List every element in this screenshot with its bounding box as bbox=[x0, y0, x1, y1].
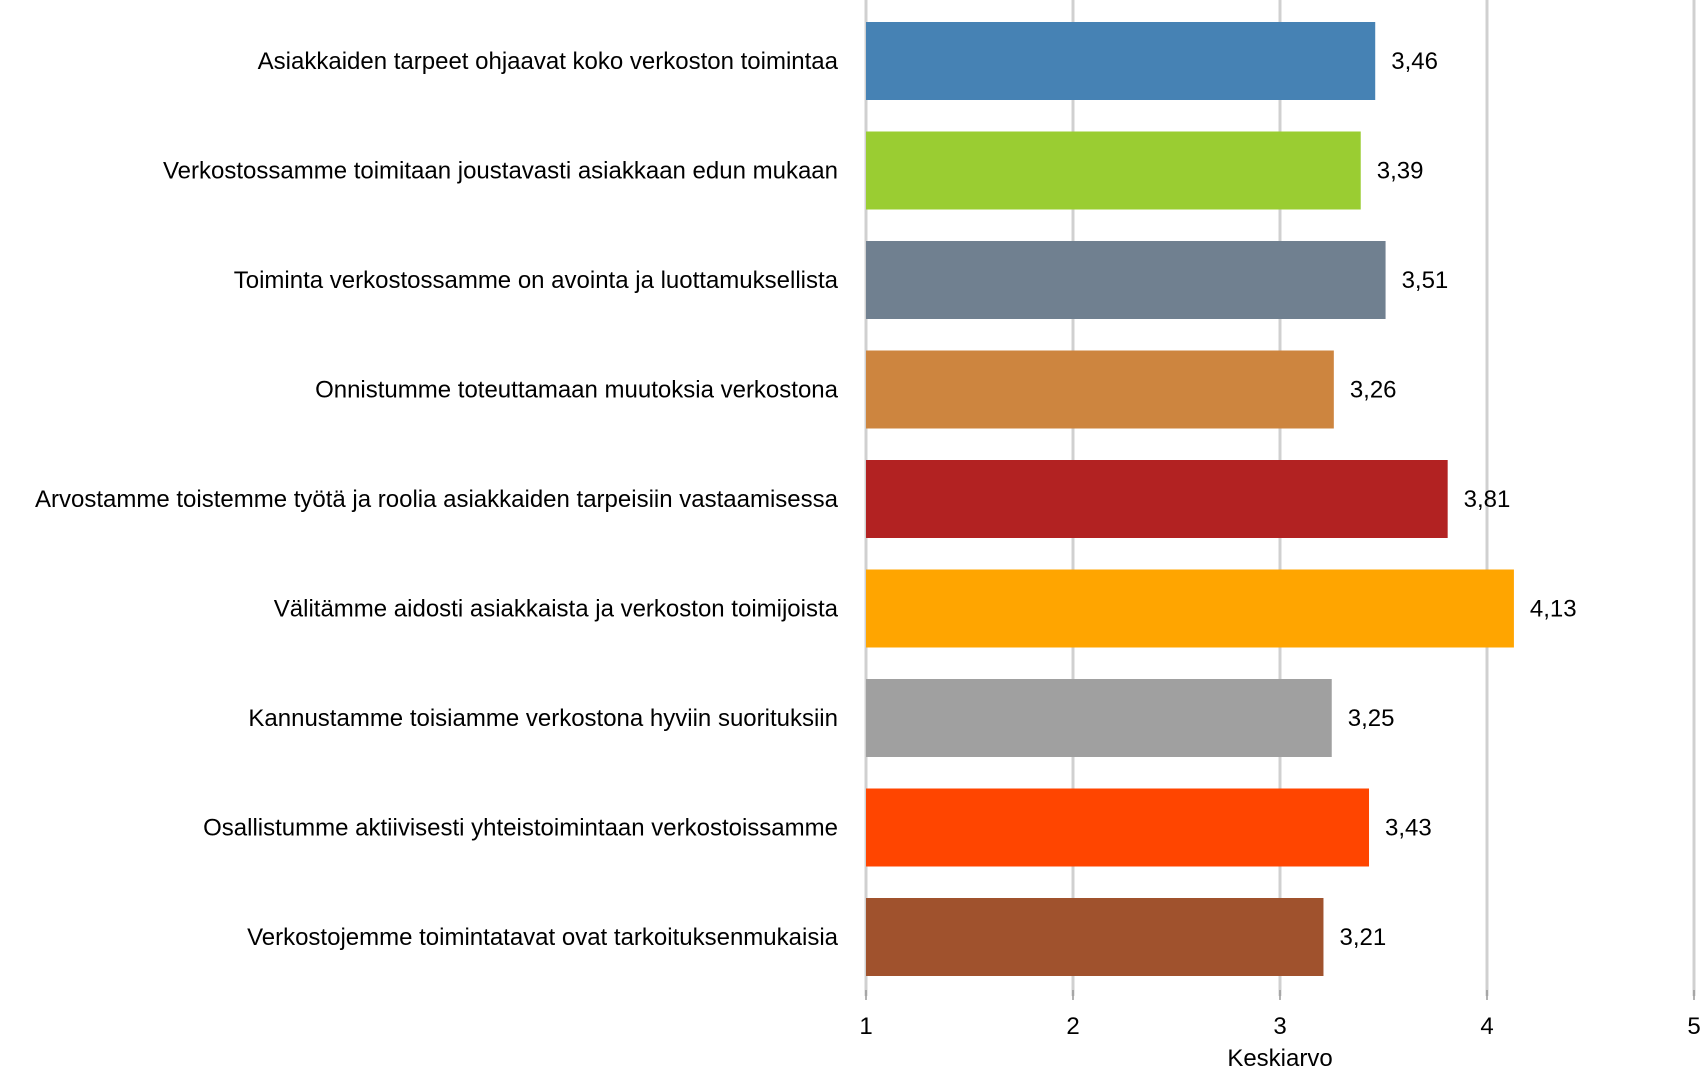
data-label: 4,13 bbox=[1530, 596, 1577, 623]
category-label: Onnistumme toteuttamaan muutoksia verkos… bbox=[315, 377, 839, 404]
category-label: Kannustamme toisiamme verkostona hyviin … bbox=[248, 705, 838, 732]
category-label: Välitämme aidosti asiakkaista ja verkost… bbox=[274, 596, 839, 623]
value-labels: 3,46 3,39 3,51 3,26 3,81 4,13 3,25 3,43 3,21 bbox=[1339, 48, 1576, 951]
x-tick-label: 1 bbox=[859, 1013, 872, 1040]
x-tick-label: 2 bbox=[1066, 1013, 1079, 1040]
bar bbox=[866, 22, 1376, 100]
bar bbox=[866, 788, 1370, 867]
x-tick-label: 3 bbox=[1273, 1013, 1286, 1040]
x-axis-ticks: 1 2 3 4 5 bbox=[859, 990, 1701, 1040]
category-labels: Asiakkaiden tarpeet ohjaavat koko verkos… bbox=[35, 48, 839, 951]
data-label: 3,81 bbox=[1464, 486, 1511, 513]
data-label: 3,26 bbox=[1350, 377, 1397, 404]
bar bbox=[866, 898, 1324, 976]
bar bbox=[866, 241, 1386, 319]
data-label: 3,25 bbox=[1348, 705, 1395, 732]
bar bbox=[866, 569, 1514, 648]
bar bbox=[866, 460, 1448, 538]
category-label: Arvostamme toistemme työtä ja roolia asi… bbox=[35, 486, 839, 513]
category-label: Osallistumme aktiivisesti yhteistoiminta… bbox=[203, 815, 838, 842]
bar bbox=[866, 350, 1334, 429]
category-label: Toiminta verkostossamme on avointa ja lu… bbox=[234, 267, 839, 294]
x-tick-label: 5 bbox=[1687, 1013, 1700, 1040]
data-label: 3,39 bbox=[1377, 158, 1424, 185]
data-label: 3,43 bbox=[1385, 815, 1432, 842]
data-label: 3,21 bbox=[1339, 924, 1386, 951]
category-label: Asiakkaiden tarpeet ohjaavat koko verkos… bbox=[258, 48, 839, 75]
bar bbox=[866, 131, 1361, 210]
bars bbox=[866, 22, 1514, 976]
category-label: Verkostossamme toimitaan joustavasti asi… bbox=[163, 158, 838, 185]
data-label: 3,46 bbox=[1391, 48, 1438, 75]
x-axis-title: Keskiarvo bbox=[1227, 1045, 1332, 1072]
bar bbox=[866, 679, 1332, 757]
category-label: Verkostojemme toimintatavat ovat tarkoit… bbox=[247, 924, 839, 951]
x-tick-label: 4 bbox=[1480, 1013, 1493, 1040]
data-label: 3,51 bbox=[1402, 267, 1449, 294]
